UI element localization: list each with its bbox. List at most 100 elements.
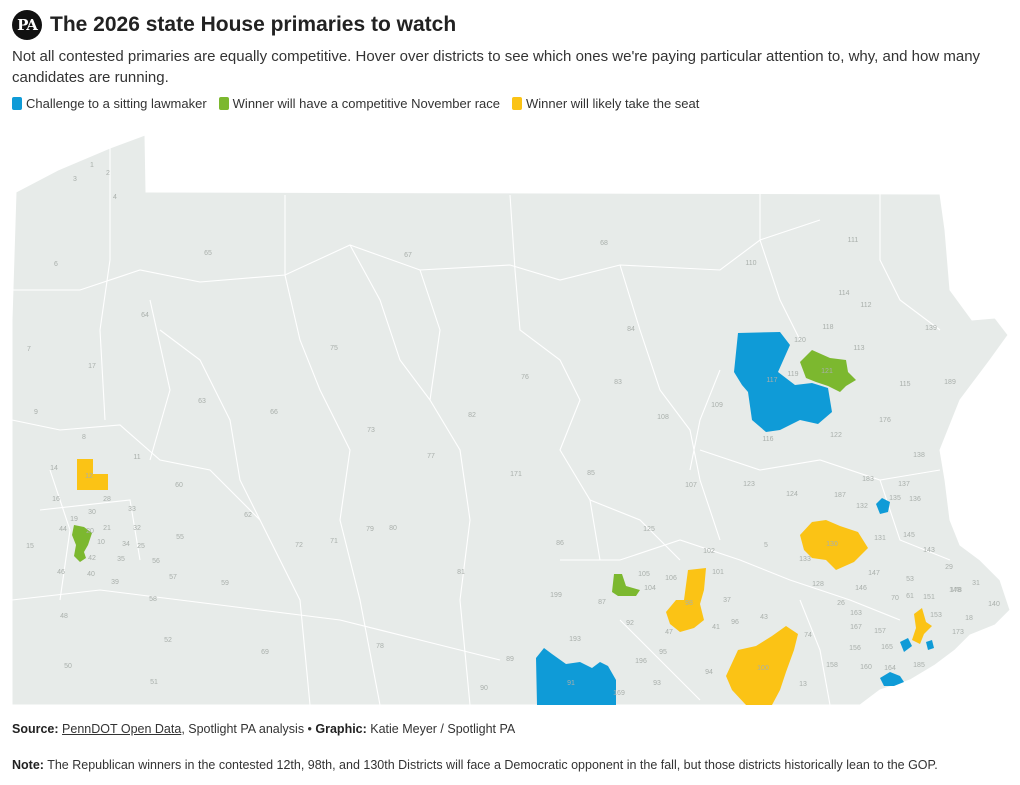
district-132-135[interactable] xyxy=(876,498,890,514)
district-delco[interactable] xyxy=(880,672,904,686)
legend: Challenge to a sitting lawmaker Winner w… xyxy=(12,96,1008,111)
district-label: 137 xyxy=(898,481,910,488)
district-98-north[interactable] xyxy=(612,574,640,596)
district-label: 66 xyxy=(270,409,278,416)
district-label: 11 xyxy=(133,454,140,461)
district-borders xyxy=(11,148,951,706)
pennsylvania-map-svg[interactable]: 1 2 3 4 5 6 7 8 9 10 11 12 13 14 15 16 1… xyxy=(0,128,1020,710)
district-label: 68 xyxy=(600,240,608,247)
district-label: 124 xyxy=(786,491,798,498)
district-label: 47 xyxy=(665,629,673,636)
district-label: 101 xyxy=(712,569,724,576)
district-label: 123 xyxy=(743,481,755,488)
district-label: 136 xyxy=(909,496,921,503)
district-label: 121 xyxy=(821,368,833,375)
district-label: 108 xyxy=(657,414,669,421)
district-label: 110 xyxy=(745,260,756,267)
graphic-credit: Katie Meyer / Spotlight PA xyxy=(366,722,516,736)
district-label: 60 xyxy=(175,482,183,489)
district-130[interactable] xyxy=(800,520,868,570)
district-label: 81 xyxy=(457,569,465,576)
district-91[interactable] xyxy=(536,648,616,705)
district-12[interactable] xyxy=(77,459,108,490)
district-label: 5 xyxy=(764,542,768,549)
district-label: 8 xyxy=(82,434,86,441)
legend-item-competitive: Winner will have a competitive November … xyxy=(218,96,500,111)
district-121[interactable] xyxy=(800,350,856,392)
district-label: 189 xyxy=(944,379,956,386)
district-label: 95 xyxy=(659,649,667,656)
district-label: 3 xyxy=(73,176,77,183)
district-philly-yellow[interactable] xyxy=(912,608,932,644)
district-label: 18 xyxy=(965,615,973,622)
penndot-open-data-link[interactable]: PennDOT Open Data xyxy=(62,722,182,736)
district-label: 87 xyxy=(598,599,606,606)
district-label: 178 xyxy=(950,587,962,594)
district-label: 16 xyxy=(52,496,60,503)
district-label: 125 xyxy=(643,526,655,533)
district-label: 35 xyxy=(117,556,125,563)
district-label: 84 xyxy=(627,326,635,333)
district-label: 74 xyxy=(804,632,812,639)
district-label: 92 xyxy=(626,620,634,627)
district-label: 146 xyxy=(855,585,867,592)
district-label: 4 xyxy=(113,194,117,201)
district-label: 85 xyxy=(587,470,595,477)
note-text: The Republican winners in the contested … xyxy=(43,758,938,772)
district-label: 89 xyxy=(506,656,514,663)
district-label: 91 xyxy=(567,680,575,687)
district-philly-blue-a[interactable] xyxy=(900,638,912,652)
district-label: 51 xyxy=(150,679,158,686)
district-label: 96 xyxy=(731,619,739,626)
district-map[interactable]: 1 2 3 4 5 6 7 8 9 10 11 12 13 14 15 16 1… xyxy=(0,128,1020,710)
district-label: 61 xyxy=(906,593,914,600)
district-label: 78 xyxy=(376,643,384,650)
district-116[interactable] xyxy=(734,332,832,432)
district-label: 28 xyxy=(103,496,111,503)
district-label: 94 xyxy=(705,669,713,676)
district-label: 80 xyxy=(389,525,397,532)
district-label: 151 xyxy=(923,594,935,601)
district-label: 119 xyxy=(787,371,798,378)
district-label: 39 xyxy=(111,579,119,586)
district-label: 165 xyxy=(881,644,893,651)
district-label: 131 xyxy=(874,535,886,542)
district-label: 167 xyxy=(850,624,862,631)
highlighted-districts[interactable] xyxy=(72,332,934,705)
district-label: 41 xyxy=(712,624,720,631)
district-label: 120 xyxy=(794,337,806,344)
district-44[interactable] xyxy=(72,525,92,562)
district-label: 55 xyxy=(176,534,184,541)
district-label: 135 xyxy=(889,495,901,502)
district-label: 57 xyxy=(169,574,177,581)
district-label: 65 xyxy=(204,250,212,257)
district-label: 100 xyxy=(757,665,769,672)
district-label: 77 xyxy=(427,453,435,460)
title-row: PA The 2026 state House primaries to wat… xyxy=(12,10,1008,40)
legend-label: Winner will likely take the seat xyxy=(525,96,700,111)
district-label: 171 xyxy=(510,471,522,478)
district-label: 115 xyxy=(899,381,910,388)
graphic-label: Graphic: xyxy=(315,722,367,736)
district-label: 1 xyxy=(90,162,94,169)
district-label: 98 xyxy=(685,600,693,607)
legend-label: Challenge to a sitting lawmaker xyxy=(26,96,207,111)
district-100[interactable] xyxy=(726,626,798,705)
district-label: 46 xyxy=(57,569,65,576)
district-label: 147 xyxy=(868,570,880,577)
district-label: 116 xyxy=(762,436,773,443)
district-label: 37 xyxy=(723,597,731,604)
district-label: 156 xyxy=(849,645,861,652)
district-philly-blue-b[interactable] xyxy=(926,640,934,650)
district-label: 82 xyxy=(468,412,476,419)
district-label: 43 xyxy=(760,614,768,621)
district-label: 157 xyxy=(874,628,886,635)
district-label: 26 xyxy=(837,600,845,607)
district-label: 138 xyxy=(913,452,925,459)
legend-item-challenge: Challenge to a sitting lawmaker xyxy=(12,96,207,111)
district-98[interactable] xyxy=(666,568,706,632)
district-label: 76 xyxy=(521,374,529,381)
district-label: 71 xyxy=(330,538,338,545)
district-label: 6 xyxy=(54,261,58,268)
district-label: 72 xyxy=(295,542,303,549)
